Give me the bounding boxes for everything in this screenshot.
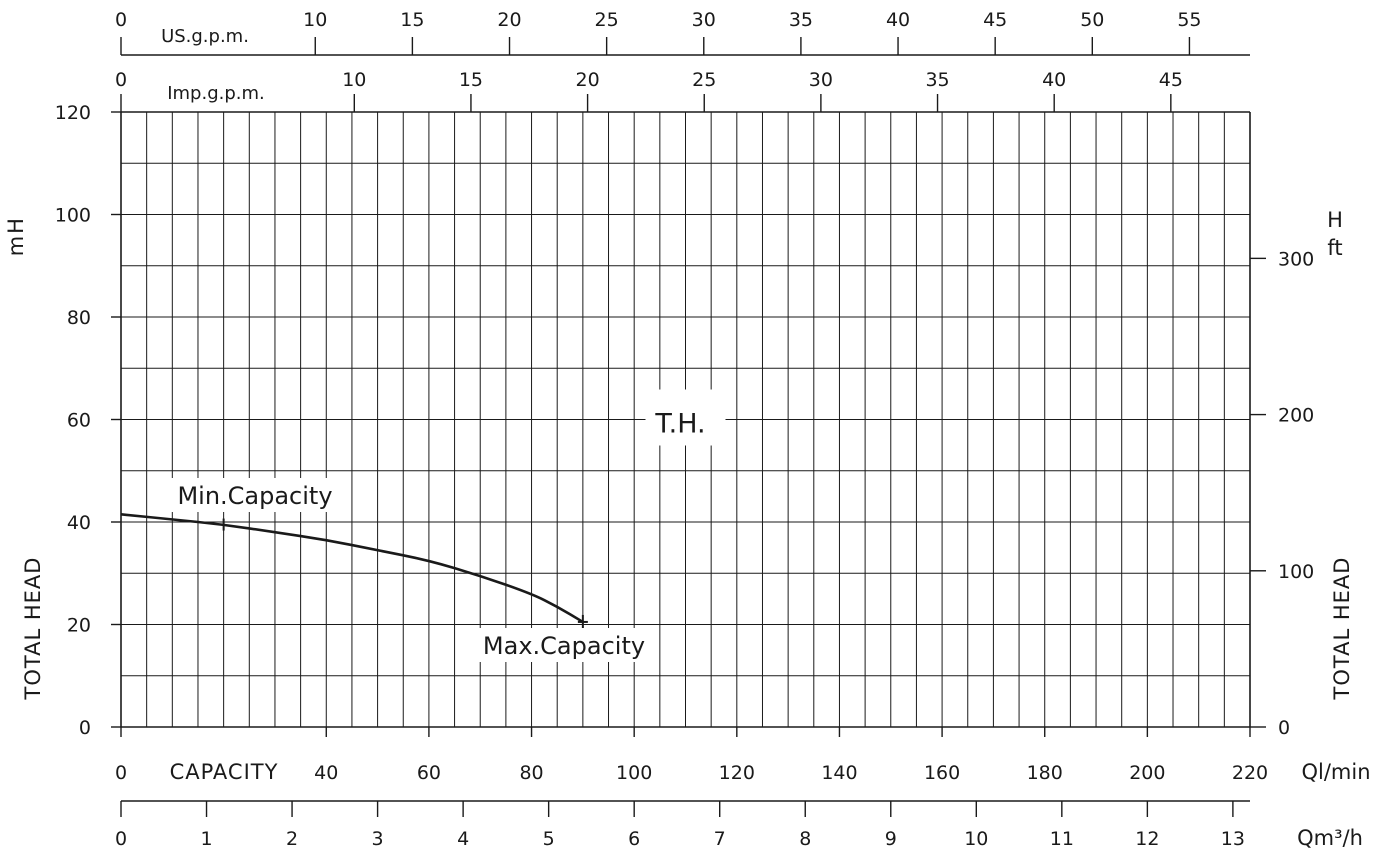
y-right-tick-label: 200 <box>1278 405 1314 427</box>
x-axis-unit: Ql/min <box>1301 760 1370 784</box>
m3h-tick-label: 0 <box>115 828 127 850</box>
y-right-tick-label: 0 <box>1278 717 1290 739</box>
min-capacity-label: Min.Capacity <box>177 482 332 510</box>
imp-gpm-tick-label: 40 <box>1042 69 1066 91</box>
y-left-unit-bottom: m <box>4 236 28 256</box>
title-background <box>645 389 726 446</box>
y-right-unit-top: H <box>1327 208 1343 232</box>
x-tick-label: 80 <box>519 762 543 784</box>
chart-marks <box>120 513 588 629</box>
us-gpm-axis-name: US.g.p.m. <box>161 26 249 47</box>
x-axis-name: CAPACITY <box>170 760 279 784</box>
m3h-tick-label: 6 <box>628 828 640 850</box>
us-gpm-tick-label: 20 <box>497 9 521 31</box>
imp-gpm-tick-label: 25 <box>692 69 716 91</box>
imp-gpm-tick-label: 45 <box>1159 69 1183 91</box>
y-left-tick-label: 20 <box>67 615 91 637</box>
m3h-tick-label: 2 <box>286 828 298 850</box>
m3h-tick-label: 7 <box>714 828 726 850</box>
imp-gpm-tick-label: 20 <box>576 69 600 91</box>
x-tick-label: 180 <box>1027 762 1063 784</box>
m3h-tick-label: 9 <box>885 828 897 850</box>
m3h-tick-label: 10 <box>964 828 988 850</box>
us-gpm-tick-label: 10 <box>303 9 327 31</box>
x-tick-label: 220 <box>1232 762 1268 784</box>
max-capacity-label: Max.Capacity <box>483 632 645 660</box>
us-gpm-tick-label: 40 <box>886 9 910 31</box>
y-right-unit-bottom: ft <box>1327 236 1342 260</box>
y-left-tick-label: 0 <box>79 717 91 739</box>
m3h-tick-label: 4 <box>457 828 469 850</box>
m3h-tick-label: 13 <box>1221 828 1245 850</box>
x-tick-label: 0 <box>115 762 127 784</box>
y-left-tick-label: 80 <box>67 307 91 329</box>
x-tick-label: 200 <box>1129 762 1165 784</box>
y-left-tick-label: 120 <box>55 102 91 124</box>
m3h-tick-label: 5 <box>543 828 555 850</box>
us-gpm-tick-label: 30 <box>692 9 716 31</box>
imp-gpm-tick-label: 35 <box>925 69 949 91</box>
us-gpm-tick-label: 25 <box>595 9 619 31</box>
m3h-axis-unit: Qm³/h <box>1297 826 1363 850</box>
y-left-axis-name: TOTAL HEAD <box>21 557 45 701</box>
x-tick-label: 120 <box>719 762 755 784</box>
x-tick-label: 40 <box>314 762 338 784</box>
imp-gpm-tick-label: 15 <box>459 69 483 91</box>
y-right-tick-label: 100 <box>1278 561 1314 583</box>
x-tick-label: 100 <box>616 762 652 784</box>
us-gpm-tick-label: 55 <box>1177 9 1201 31</box>
y-left-tick-label: 60 <box>67 410 91 432</box>
y-left-tick-label: 40 <box>67 512 91 534</box>
head-curve <box>120 513 584 624</box>
imp-gpm-tick-label: 0 <box>115 69 127 91</box>
x-tick-label: 140 <box>821 762 857 784</box>
m3h-tick-label: 8 <box>799 828 811 850</box>
m3h-tick-label: 12 <box>1135 828 1159 850</box>
us-gpm-tick-label: 45 <box>983 9 1007 31</box>
imp-gpm-axis-name: Imp.g.p.m. <box>167 83 265 104</box>
us-gpm-tick-label: 0 <box>115 9 127 31</box>
y-left-tick-label: 100 <box>55 205 91 227</box>
y-right-tick-label: 300 <box>1278 248 1314 270</box>
imp-gpm-tick-label: 30 <box>809 69 833 91</box>
x-tick-label: 60 <box>417 762 441 784</box>
min-capacity-background <box>170 478 338 512</box>
us-gpm-tick-label: 15 <box>400 9 424 31</box>
m3h-tick-label: 1 <box>200 828 212 850</box>
axes <box>111 37 1266 817</box>
grid <box>120 111 1251 728</box>
us-gpm-tick-label: 35 <box>789 9 813 31</box>
m3h-tick-label: 3 <box>372 828 384 850</box>
imp-gpm-tick-label: 10 <box>342 69 366 91</box>
m3h-tick-label: 11 <box>1050 828 1074 850</box>
y-left-unit-top: H <box>4 218 28 234</box>
x-tick-label: 160 <box>924 762 960 784</box>
y-right-axis-name: TOTAL HEAD <box>1330 557 1354 701</box>
chart-title: T.H. <box>654 409 705 440</box>
us-gpm-tick-label: 50 <box>1080 9 1104 31</box>
max-capacity-background <box>478 628 648 662</box>
